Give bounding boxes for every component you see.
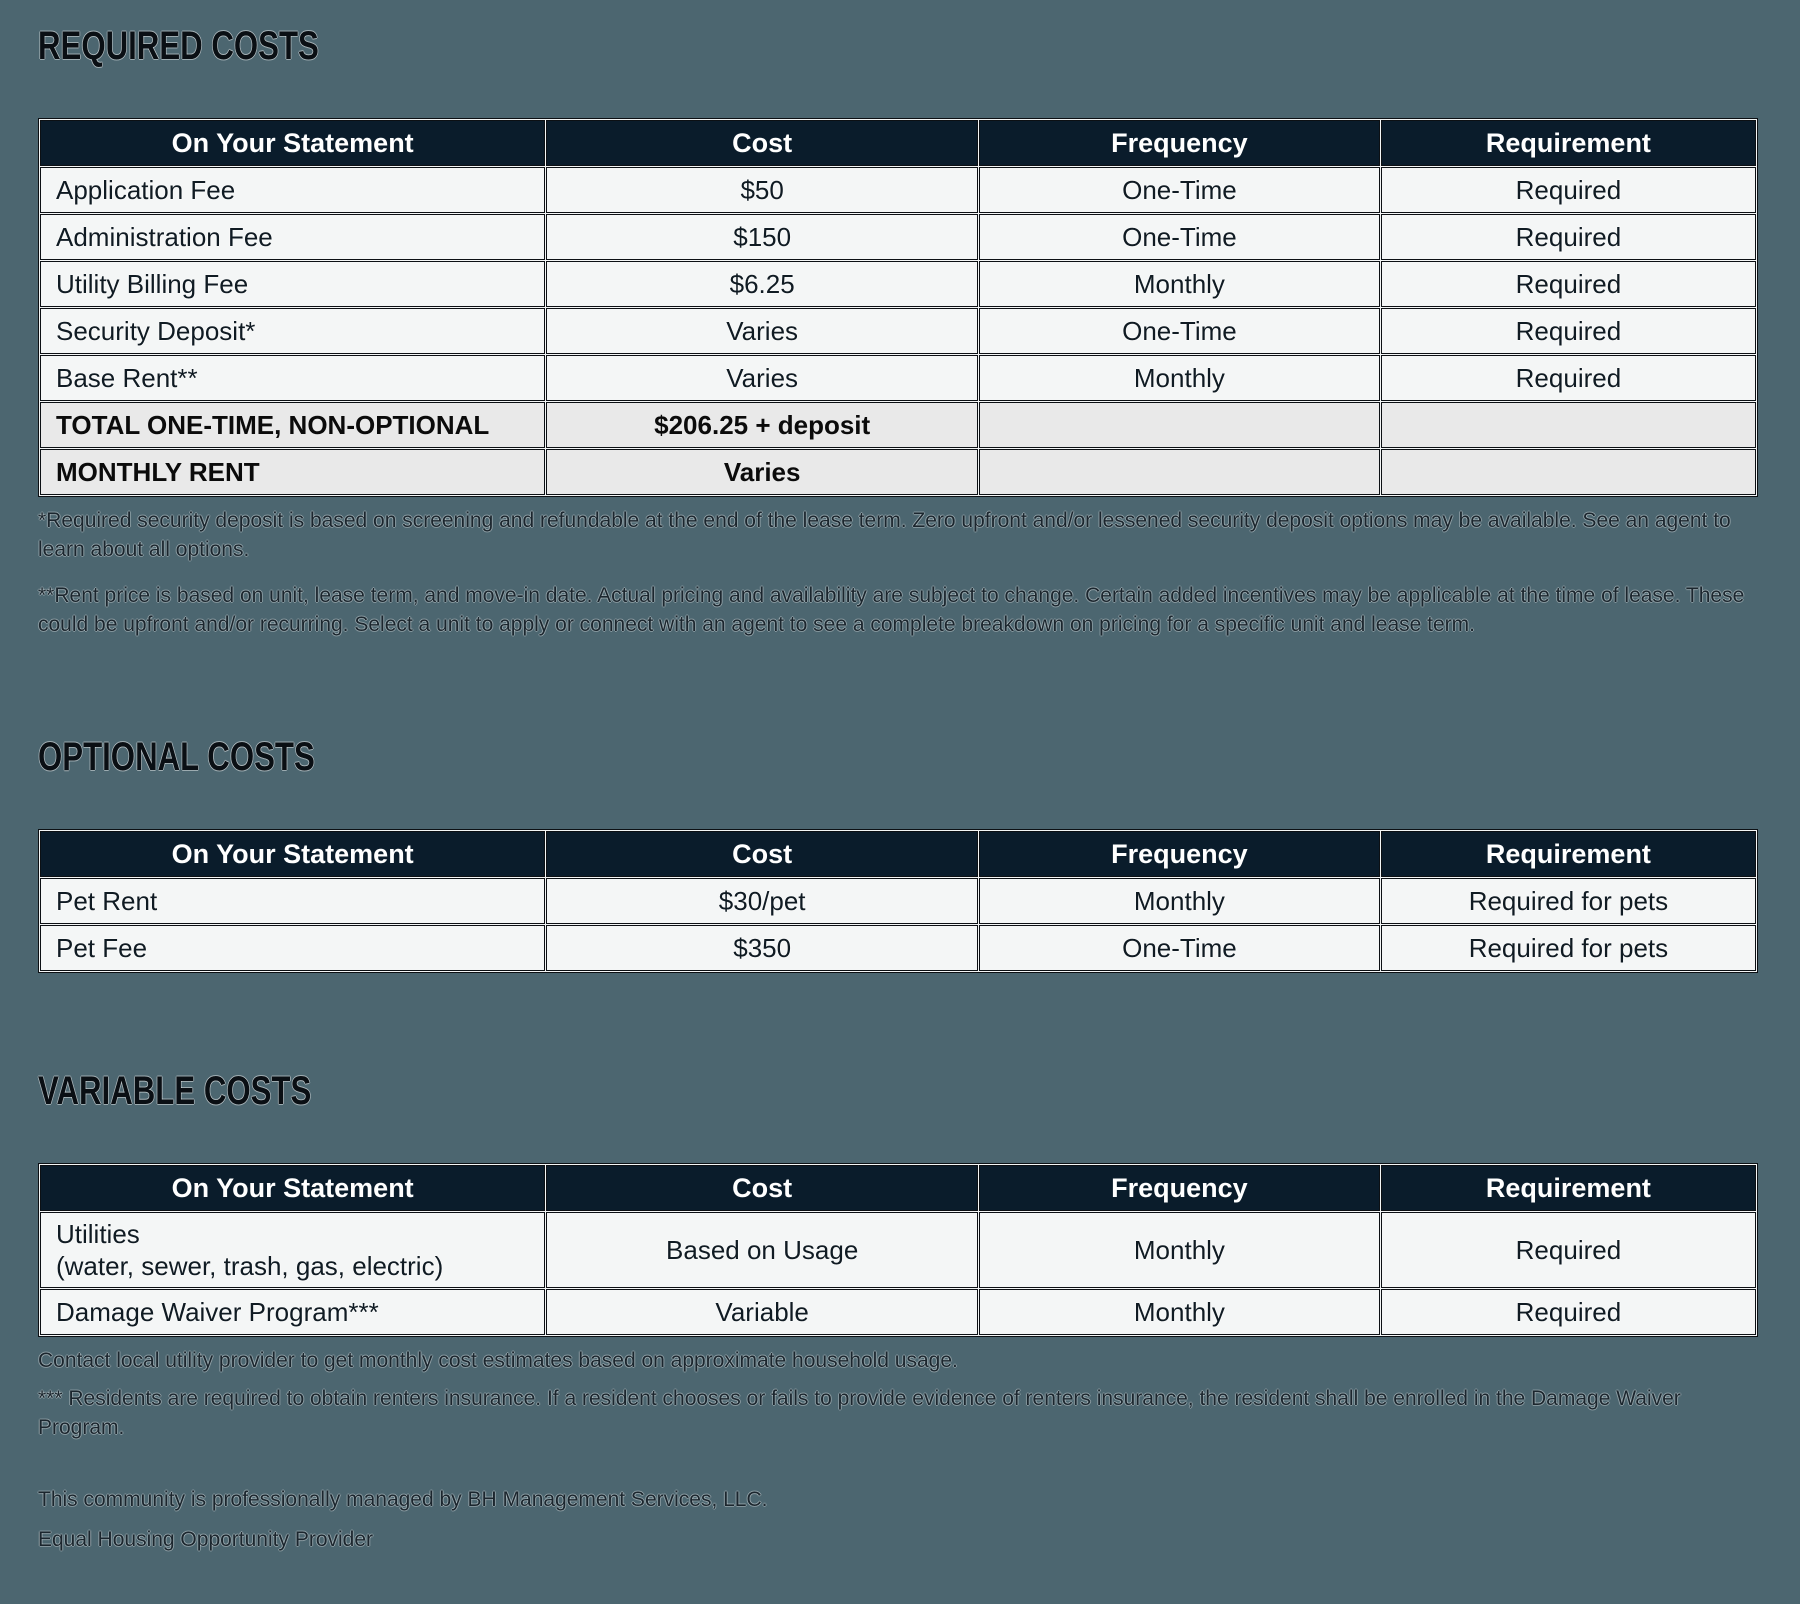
table-cell: Variable xyxy=(546,1289,978,1335)
table-row: Utility Billing Fee $6.25 Monthly Required xyxy=(40,261,1756,307)
table-cell: One-Time xyxy=(979,308,1380,354)
table-cell: Damage Waiver Program*** xyxy=(40,1289,546,1335)
table-cell: $6.25 xyxy=(546,261,978,307)
table-cell: Required xyxy=(1380,355,1756,401)
table-cell: Application Fee xyxy=(40,167,546,213)
table-body: Application Fee $50 One-Time Required Admini… xyxy=(40,167,1756,401)
table-row: Security Deposit* Varies One-Time Required xyxy=(40,308,1756,354)
table-row: Administration Fee $150 One-Time Required xyxy=(40,214,1756,260)
table-cell: $30/pet xyxy=(546,878,978,924)
table-cell: Based on Usage xyxy=(546,1212,978,1288)
table-cell: One-Time xyxy=(979,214,1380,260)
table-cell: Varies xyxy=(546,308,978,354)
column-header-on-your-statement: On Your Statement xyxy=(40,120,546,166)
table-cell: Security Deposit* xyxy=(40,308,546,354)
section-title-row: REQUIRED COSTS xyxy=(38,24,1758,68)
table-cell: Required xyxy=(1380,167,1756,213)
table-row: TOTAL ONE-TIME, NON-OPTIONAL $206.25 + de… xyxy=(40,402,1756,448)
table-summary: TOTAL ONE-TIME, NON-OPTIONAL $206.25 + de… xyxy=(40,402,1756,495)
table-row: Base Rent** Varies Monthly Required xyxy=(40,355,1756,401)
table-cell xyxy=(1380,449,1756,495)
footnote-text: *Required security deposit is based on s… xyxy=(38,509,1731,561)
table-cell: $50 xyxy=(546,167,978,213)
table-cell: Utility Billing Fee xyxy=(40,261,546,307)
table-cell: Base Rent** xyxy=(40,355,546,401)
table-body: Utilities (water, sewer, trash, gas, ele… xyxy=(40,1212,1756,1335)
column-header-requirement: Requirement xyxy=(1380,831,1756,877)
column-header-on-your-statement: On Your Statement xyxy=(40,1165,546,1211)
table-header-row: On Your Statement Cost Frequency Require… xyxy=(40,831,1756,877)
footnote-text: **Rent price is based on unit, lease ter… xyxy=(38,584,1745,636)
table-cell xyxy=(1380,402,1756,448)
table-body: Pet Rent $30/pet Monthly Required for pets P… xyxy=(40,878,1756,971)
table-cell: Required xyxy=(1380,214,1756,260)
column-header-on-your-statement: On Your Statement xyxy=(40,831,546,877)
table-row: Damage Waiver Program*** Variable Monthly R… xyxy=(40,1289,1756,1335)
table-cell: Required xyxy=(1380,1212,1756,1288)
table-cell: Required xyxy=(1380,1289,1756,1335)
required-costs-table: On Your Statement Cost Frequency Require… xyxy=(38,118,1758,497)
column-header-requirement: Requirement xyxy=(1380,1165,1756,1211)
page-footer: This community is professionally managed… xyxy=(38,1484,1758,1555)
table-cell: $206.25 + deposit xyxy=(546,402,978,448)
table-header-row: On Your Statement Cost Frequency Require… xyxy=(40,1165,1756,1211)
section-variable-costs: VARIABLE COSTS On Your Statement Cost Fr… xyxy=(38,1069,1758,1442)
table-cell: One-Time xyxy=(979,925,1380,971)
table-row: Pet Rent $30/pet Monthly Required for pets xyxy=(40,878,1756,924)
column-header-frequency: Frequency xyxy=(979,1165,1380,1211)
section-title-required-costs: REQUIRED COSTS xyxy=(38,24,319,68)
table-cell: MONTHLY RENT xyxy=(40,449,546,495)
table-cell: Required xyxy=(1380,308,1756,354)
section-optional-costs: OPTIONAL COSTS On Your Statement Cost Fr… xyxy=(38,735,1758,973)
table-cell: Varies xyxy=(546,355,978,401)
column-header-frequency: Frequency xyxy=(979,831,1380,877)
section-title-optional-costs: OPTIONAL COSTS xyxy=(38,735,315,779)
table-cell: Administration Fee xyxy=(40,214,546,260)
table-cell: Required for pets xyxy=(1380,925,1756,971)
table-cell: Pet Fee xyxy=(40,925,546,971)
table-cell: Required xyxy=(1380,261,1756,307)
table-cell: Required for pets xyxy=(1380,878,1756,924)
variable-costs-footnotes: Contact local utility provider to get mo… xyxy=(38,1346,1758,1442)
column-header-frequency: Frequency xyxy=(979,120,1380,166)
table-cell: $350 xyxy=(546,925,978,971)
table-cell: Monthly xyxy=(979,1289,1380,1335)
table-cell: TOTAL ONE-TIME, NON-OPTIONAL xyxy=(40,402,546,448)
section-required-costs: REQUIRED COSTS On Your Statement Cost Fr… xyxy=(38,24,1758,639)
table-row: Application Fee $50 One-Time Required xyxy=(40,167,1756,213)
table-cell: $150 xyxy=(546,214,978,260)
table-cell: Monthly xyxy=(979,261,1380,307)
table-cell: Monthly xyxy=(979,355,1380,401)
table-row: MONTHLY RENT Varies xyxy=(40,449,1756,495)
table-header-row: On Your Statement Cost Frequency Require… xyxy=(40,120,1756,166)
column-header-cost: Cost xyxy=(546,1165,978,1211)
footnote-text: Contact local utility provider to get mo… xyxy=(38,1349,958,1372)
table-cell: Varies xyxy=(546,449,978,495)
footer-line: This community is professionally managed… xyxy=(38,1488,768,1511)
table-cell: Monthly xyxy=(979,1212,1380,1288)
column-header-requirement: Requirement xyxy=(1380,120,1756,166)
table-row: Pet Fee $350 One-Time Required for pets xyxy=(40,925,1756,971)
footer-line: Equal Housing Opportunity Provider xyxy=(38,1528,374,1551)
column-header-cost: Cost xyxy=(546,831,978,877)
variable-costs-table: On Your Statement Cost Frequency Require… xyxy=(38,1163,1758,1337)
section-title-variable-costs: VARIABLE COSTS xyxy=(38,1069,312,1113)
table-row: Utilities (water, sewer, trash, gas, ele… xyxy=(40,1212,1756,1288)
optional-costs-table: On Your Statement Cost Frequency Require… xyxy=(38,829,1758,973)
table-cell: Monthly xyxy=(979,878,1380,924)
table-cell: Pet Rent xyxy=(40,878,546,924)
footnote-text: *** Residents are required to obtain ren… xyxy=(38,1387,1681,1439)
table-cell: One-Time xyxy=(979,167,1380,213)
table-cell xyxy=(979,402,1380,448)
required-costs-footnotes: *Required security deposit is based on s… xyxy=(38,506,1758,639)
section-title-row: OPTIONAL COSTS xyxy=(38,735,1758,779)
column-header-cost: Cost xyxy=(546,120,978,166)
table-cell xyxy=(979,449,1380,495)
section-title-row: VARIABLE COSTS xyxy=(38,1069,1758,1113)
table-cell: Utilities (water, sewer, trash, gas, ele… xyxy=(40,1212,546,1288)
